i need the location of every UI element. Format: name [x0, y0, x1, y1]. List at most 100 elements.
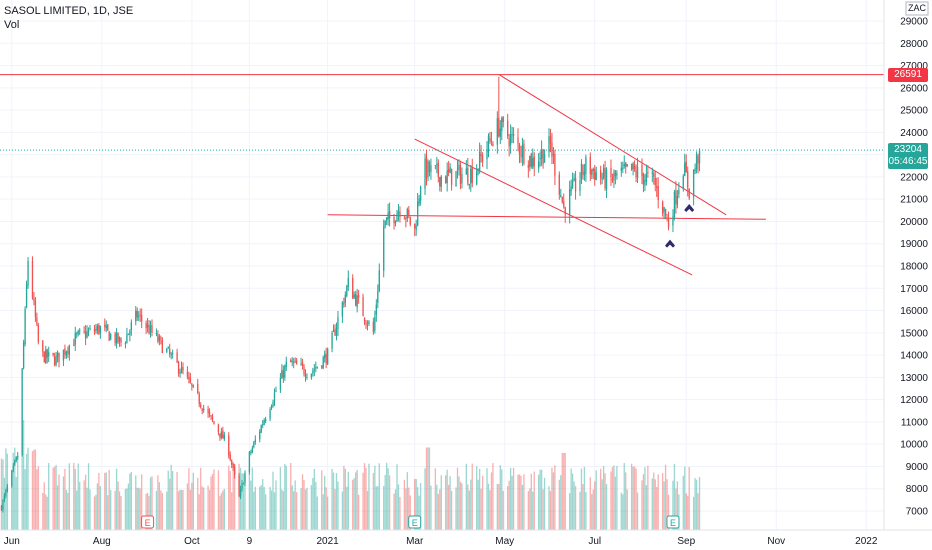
candle[interactable]: [450, 168, 453, 191]
candle[interactable]: [334, 324, 336, 337]
candle[interactable]: [591, 168, 593, 180]
candle[interactable]: [366, 320, 369, 331]
candle[interactable]: [508, 133, 510, 157]
candle[interactable]: [461, 167, 463, 189]
candle[interactable]: [694, 163, 696, 175]
candle[interactable]: [582, 164, 584, 180]
candle[interactable]: [284, 364, 286, 381]
candle[interactable]: [197, 378, 199, 395]
candle[interactable]: [335, 322, 338, 341]
candle[interactable]: [166, 347, 168, 354]
candle[interactable]: [642, 172, 645, 193]
candle[interactable]: [260, 424, 262, 434]
candle[interactable]: [306, 373, 308, 380]
candle[interactable]: [403, 214, 406, 220]
candle[interactable]: [99, 325, 102, 339]
candle[interactable]: [65, 350, 68, 359]
candle[interactable]: [666, 214, 668, 222]
trend-line[interactable]: [498, 74, 727, 216]
candle[interactable]: [262, 420, 264, 429]
candle[interactable]: [213, 420, 215, 425]
candle[interactable]: [46, 348, 48, 364]
candle[interactable]: [523, 139, 525, 166]
candle[interactable]: [568, 180, 571, 224]
candle[interactable]: [529, 155, 531, 172]
candle[interactable]: [110, 332, 112, 341]
candle[interactable]: [476, 164, 478, 186]
candle[interactable]: [498, 76, 500, 138]
candle[interactable]: [202, 404, 205, 413]
candle[interactable]: [530, 152, 532, 169]
candle[interactable]: [459, 160, 462, 190]
candle[interactable]: [571, 172, 574, 190]
candle[interactable]: [223, 431, 225, 442]
candle[interactable]: [538, 153, 540, 173]
candle[interactable]: [517, 128, 519, 152]
candle[interactable]: [616, 170, 618, 180]
candle[interactable]: [378, 263, 380, 293]
candle[interactable]: [231, 459, 233, 469]
candle[interactable]: [613, 169, 615, 188]
candle[interactable]: [74, 326, 76, 351]
candle[interactable]: [11, 469, 13, 488]
candle[interactable]: [24, 306, 26, 347]
candle[interactable]: [554, 149, 556, 185]
candle[interactable]: [377, 284, 379, 309]
candle[interactable]: [595, 166, 597, 181]
candle[interactable]: [0, 504, 3, 511]
candle[interactable]: [647, 165, 649, 178]
candle[interactable]: [293, 357, 295, 369]
candle[interactable]: [430, 158, 432, 180]
candle[interactable]: [312, 367, 314, 377]
candle[interactable]: [653, 170, 655, 185]
candle[interactable]: [501, 116, 503, 141]
candle[interactable]: [384, 220, 386, 229]
candle[interactable]: [191, 382, 193, 391]
candle[interactable]: [697, 153, 699, 174]
candle[interactable]: [499, 120, 501, 145]
candle[interactable]: [477, 168, 479, 176]
candle[interactable]: [273, 388, 276, 407]
candle[interactable]: [272, 399, 274, 408]
candle[interactable]: [374, 310, 376, 334]
candle[interactable]: [558, 171, 560, 200]
candle[interactable]: [55, 351, 57, 367]
candle[interactable]: [614, 170, 617, 185]
candle[interactable]: [480, 145, 482, 163]
candle[interactable]: [117, 332, 119, 344]
candle[interactable]: [684, 153, 686, 177]
candle[interactable]: [383, 219, 385, 278]
candle[interactable]: [604, 160, 606, 191]
candle[interactable]: [275, 386, 277, 393]
candle[interactable]: [394, 220, 397, 227]
candle[interactable]: [83, 326, 85, 334]
candle[interactable]: [632, 161, 634, 176]
candle[interactable]: [685, 154, 687, 173]
candle[interactable]: [552, 146, 555, 164]
candle[interactable]: [415, 219, 417, 236]
candle[interactable]: [687, 166, 689, 197]
candle[interactable]: [300, 357, 302, 366]
candle[interactable]: [31, 256, 34, 300]
candle[interactable]: [36, 312, 38, 327]
candle[interactable]: [425, 149, 428, 186]
candle[interactable]: [208, 408, 211, 418]
candle[interactable]: [527, 160, 529, 178]
candle[interactable]: [626, 163, 628, 168]
earnings-badge-icon[interactable]: E: [666, 515, 680, 529]
candle[interactable]: [594, 164, 596, 186]
candle[interactable]: [695, 151, 698, 174]
candle[interactable]: [673, 189, 676, 221]
candle[interactable]: [579, 171, 581, 196]
candle[interactable]: [201, 408, 203, 415]
candle[interactable]: [549, 128, 552, 153]
candle[interactable]: [363, 317, 366, 326]
candle[interactable]: [294, 357, 296, 364]
candle[interactable]: [385, 217, 388, 226]
candle[interactable]: [76, 331, 78, 339]
candle[interactable]: [512, 127, 515, 144]
candle[interactable]: [465, 160, 468, 175]
candle[interactable]: [281, 364, 283, 379]
candle[interactable]: [478, 142, 481, 174]
candle[interactable]: [365, 319, 367, 329]
